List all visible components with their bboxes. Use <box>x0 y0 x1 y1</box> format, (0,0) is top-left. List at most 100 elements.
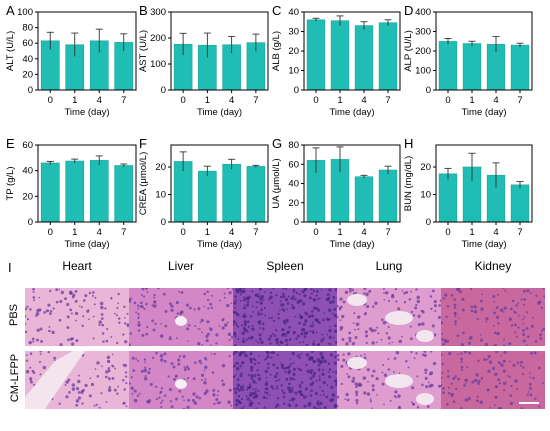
y-tick-label: 40 <box>288 7 299 18</box>
y-tick-label: 200 <box>415 46 431 57</box>
bar <box>222 163 241 223</box>
y-axis-label: ALB (g/L) <box>271 31 282 71</box>
y-tick-label: 0 <box>161 217 166 228</box>
panel-letter: E <box>6 136 15 151</box>
y-axis-label: AST (U/L) <box>138 30 149 72</box>
bar <box>89 160 109 223</box>
y-tick-label: 0 <box>294 85 299 96</box>
y-tick-label: 80 <box>288 140 299 151</box>
chart-panel-f: F 0 10 20 0 1 4 7 Time (day) CREA (μmol/L) <box>138 136 269 250</box>
x-tick-label: 1 <box>205 227 210 238</box>
y-tick-label: 20 <box>22 191 33 202</box>
bar <box>114 165 134 223</box>
histology-image-liver-cm-lfpp <box>129 351 233 409</box>
y-axis-label: BUN (mg/dL) <box>403 156 414 211</box>
y-tick-label: 300 <box>150 7 166 18</box>
x-tick-label: 4 <box>361 95 366 106</box>
y-tick-label: 0 <box>426 217 431 228</box>
y-tick-label: 0 <box>294 217 299 228</box>
y-tick-label: 0 <box>28 85 33 96</box>
x-tick-label: 7 <box>121 95 126 106</box>
chart-panel-b: B 0 100 200 300 0 1 4 7 Time (day) AST (U/L) <box>138 3 269 118</box>
x-axis-label: Time (day) <box>329 107 374 118</box>
y-axis-label: CREA (μmol/L) <box>138 152 149 216</box>
chart-panel-g: G 0 20 40 60 80 0 1 4 7 Time (day) UA (μmol/L) <box>271 136 401 250</box>
panel-letter: C <box>272 3 281 18</box>
chart-panel-h: H 0 10 20 0 1 4 7 Time (day) BUN (mg/dL) <box>403 136 533 250</box>
chart-panel-e: E 0 20 40 60 0 1 4 7 Time (day) TP (g/L) <box>5 136 137 250</box>
y-tick-label: 20 <box>420 162 431 173</box>
histology-image-spleen-pbs <box>233 288 337 346</box>
bar <box>378 169 398 223</box>
histology-image-lung-cm-lfpp <box>337 351 441 409</box>
y-tick-label: 200 <box>150 33 166 44</box>
x-axis-label: Time (day) <box>64 239 109 250</box>
y-tick-label: 40 <box>22 54 33 65</box>
x-tick-label: 0 <box>445 95 450 106</box>
plot-frame <box>303 144 401 223</box>
plot-frame <box>303 11 401 91</box>
histology-image-heart-pbs <box>25 288 129 346</box>
plot-frame <box>435 144 533 223</box>
x-tick-label: 0 <box>180 227 185 238</box>
column-header-liver: Liver <box>167 259 194 273</box>
x-axis-label: Time (day) <box>329 239 374 250</box>
x-axis-label: Time (day) <box>197 107 242 118</box>
histology-image-heart-cm-lfpp <box>25 351 129 409</box>
y-tick-label: 20 <box>288 46 299 57</box>
y-tick-label: 0 <box>426 85 431 96</box>
x-tick-label: 0 <box>48 227 53 238</box>
bar <box>246 166 266 223</box>
y-tick-label: 20 <box>22 69 33 80</box>
bar <box>330 20 350 91</box>
x-axis-label: Time (day) <box>64 107 109 118</box>
x-tick-label: 4 <box>97 227 102 238</box>
x-tick-label: 4 <box>97 95 102 106</box>
panel-letter-i: I <box>8 260 12 275</box>
bar <box>65 160 85 223</box>
plot-frame <box>170 11 269 91</box>
histology-image-kidney-pbs <box>441 288 545 346</box>
y-tick-label: 20 <box>155 162 166 173</box>
panel-letter: A <box>6 3 15 18</box>
y-tick-label: 100 <box>415 66 431 77</box>
chart-panel-a: A 0 20 40 60 80 100 0 1 4 7 Time (day) ALT (U/L) <box>5 3 137 118</box>
y-tick-label: 20 <box>288 198 299 209</box>
column-header-lung: Lung <box>375 259 403 273</box>
column-header-spleen: Spleen <box>266 259 304 273</box>
x-tick-label: 4 <box>493 95 498 106</box>
panel-letter: B <box>139 3 148 18</box>
bar <box>354 25 374 91</box>
row-label-cm-lfpp: CM-LFPP <box>9 353 21 403</box>
y-axis-label: TP (g/L) <box>5 166 16 200</box>
bar <box>306 19 326 91</box>
plot-frame <box>37 144 137 223</box>
y-tick-label: 0 <box>161 85 166 96</box>
histology-image-kidney-cm-lfpp <box>441 351 545 409</box>
column-header-kidney: Kidney <box>474 259 512 273</box>
x-tick-label: 7 <box>517 227 522 238</box>
x-tick-label: 1 <box>205 95 210 106</box>
x-tick-label: 1 <box>469 227 474 238</box>
x-tick-label: 1 <box>72 95 77 106</box>
plot-frame <box>170 144 269 223</box>
bar <box>438 173 458 223</box>
bar <box>510 44 530 91</box>
x-tick-label: 1 <box>469 95 474 106</box>
histology-image-liver-pbs <box>129 288 233 346</box>
x-tick-label: 4 <box>361 227 366 238</box>
x-tick-label: 1 <box>337 95 342 106</box>
x-tick-label: 0 <box>445 227 450 238</box>
chart-panel-c: C 0 10 20 30 40 0 1 4 7 Time (day) ALB (g/L) <box>271 3 401 118</box>
x-tick-label: 7 <box>253 227 258 238</box>
histology-image-lung-pbs <box>337 288 441 346</box>
panel-letter: D <box>404 3 413 18</box>
histology-section: I Heart Liver Spleen Lung Kidney PBS CM-… <box>0 255 550 431</box>
bar <box>510 184 530 223</box>
x-tick-label: 1 <box>72 227 77 238</box>
x-tick-label: 0 <box>313 227 318 238</box>
x-tick-label: 7 <box>385 95 390 106</box>
x-tick-label: 7 <box>385 227 390 238</box>
